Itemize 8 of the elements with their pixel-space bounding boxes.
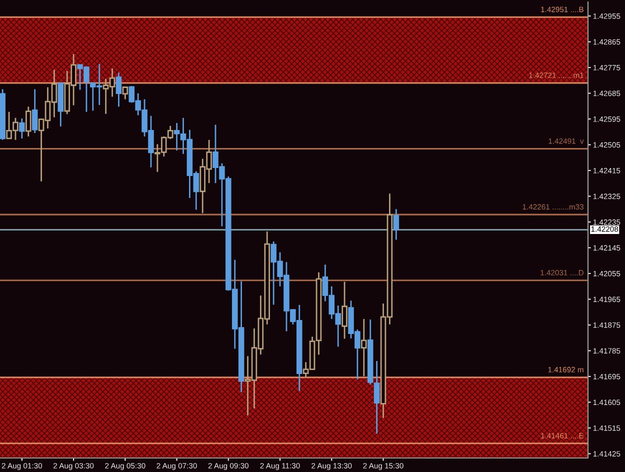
candlestick xyxy=(393,208,400,240)
candlestick xyxy=(122,86,128,100)
candlestick xyxy=(26,106,32,138)
candlestick xyxy=(361,318,367,377)
candlestick xyxy=(19,118,25,140)
candlestick xyxy=(116,72,122,108)
candlestick xyxy=(342,281,348,340)
candlestick xyxy=(32,88,38,134)
